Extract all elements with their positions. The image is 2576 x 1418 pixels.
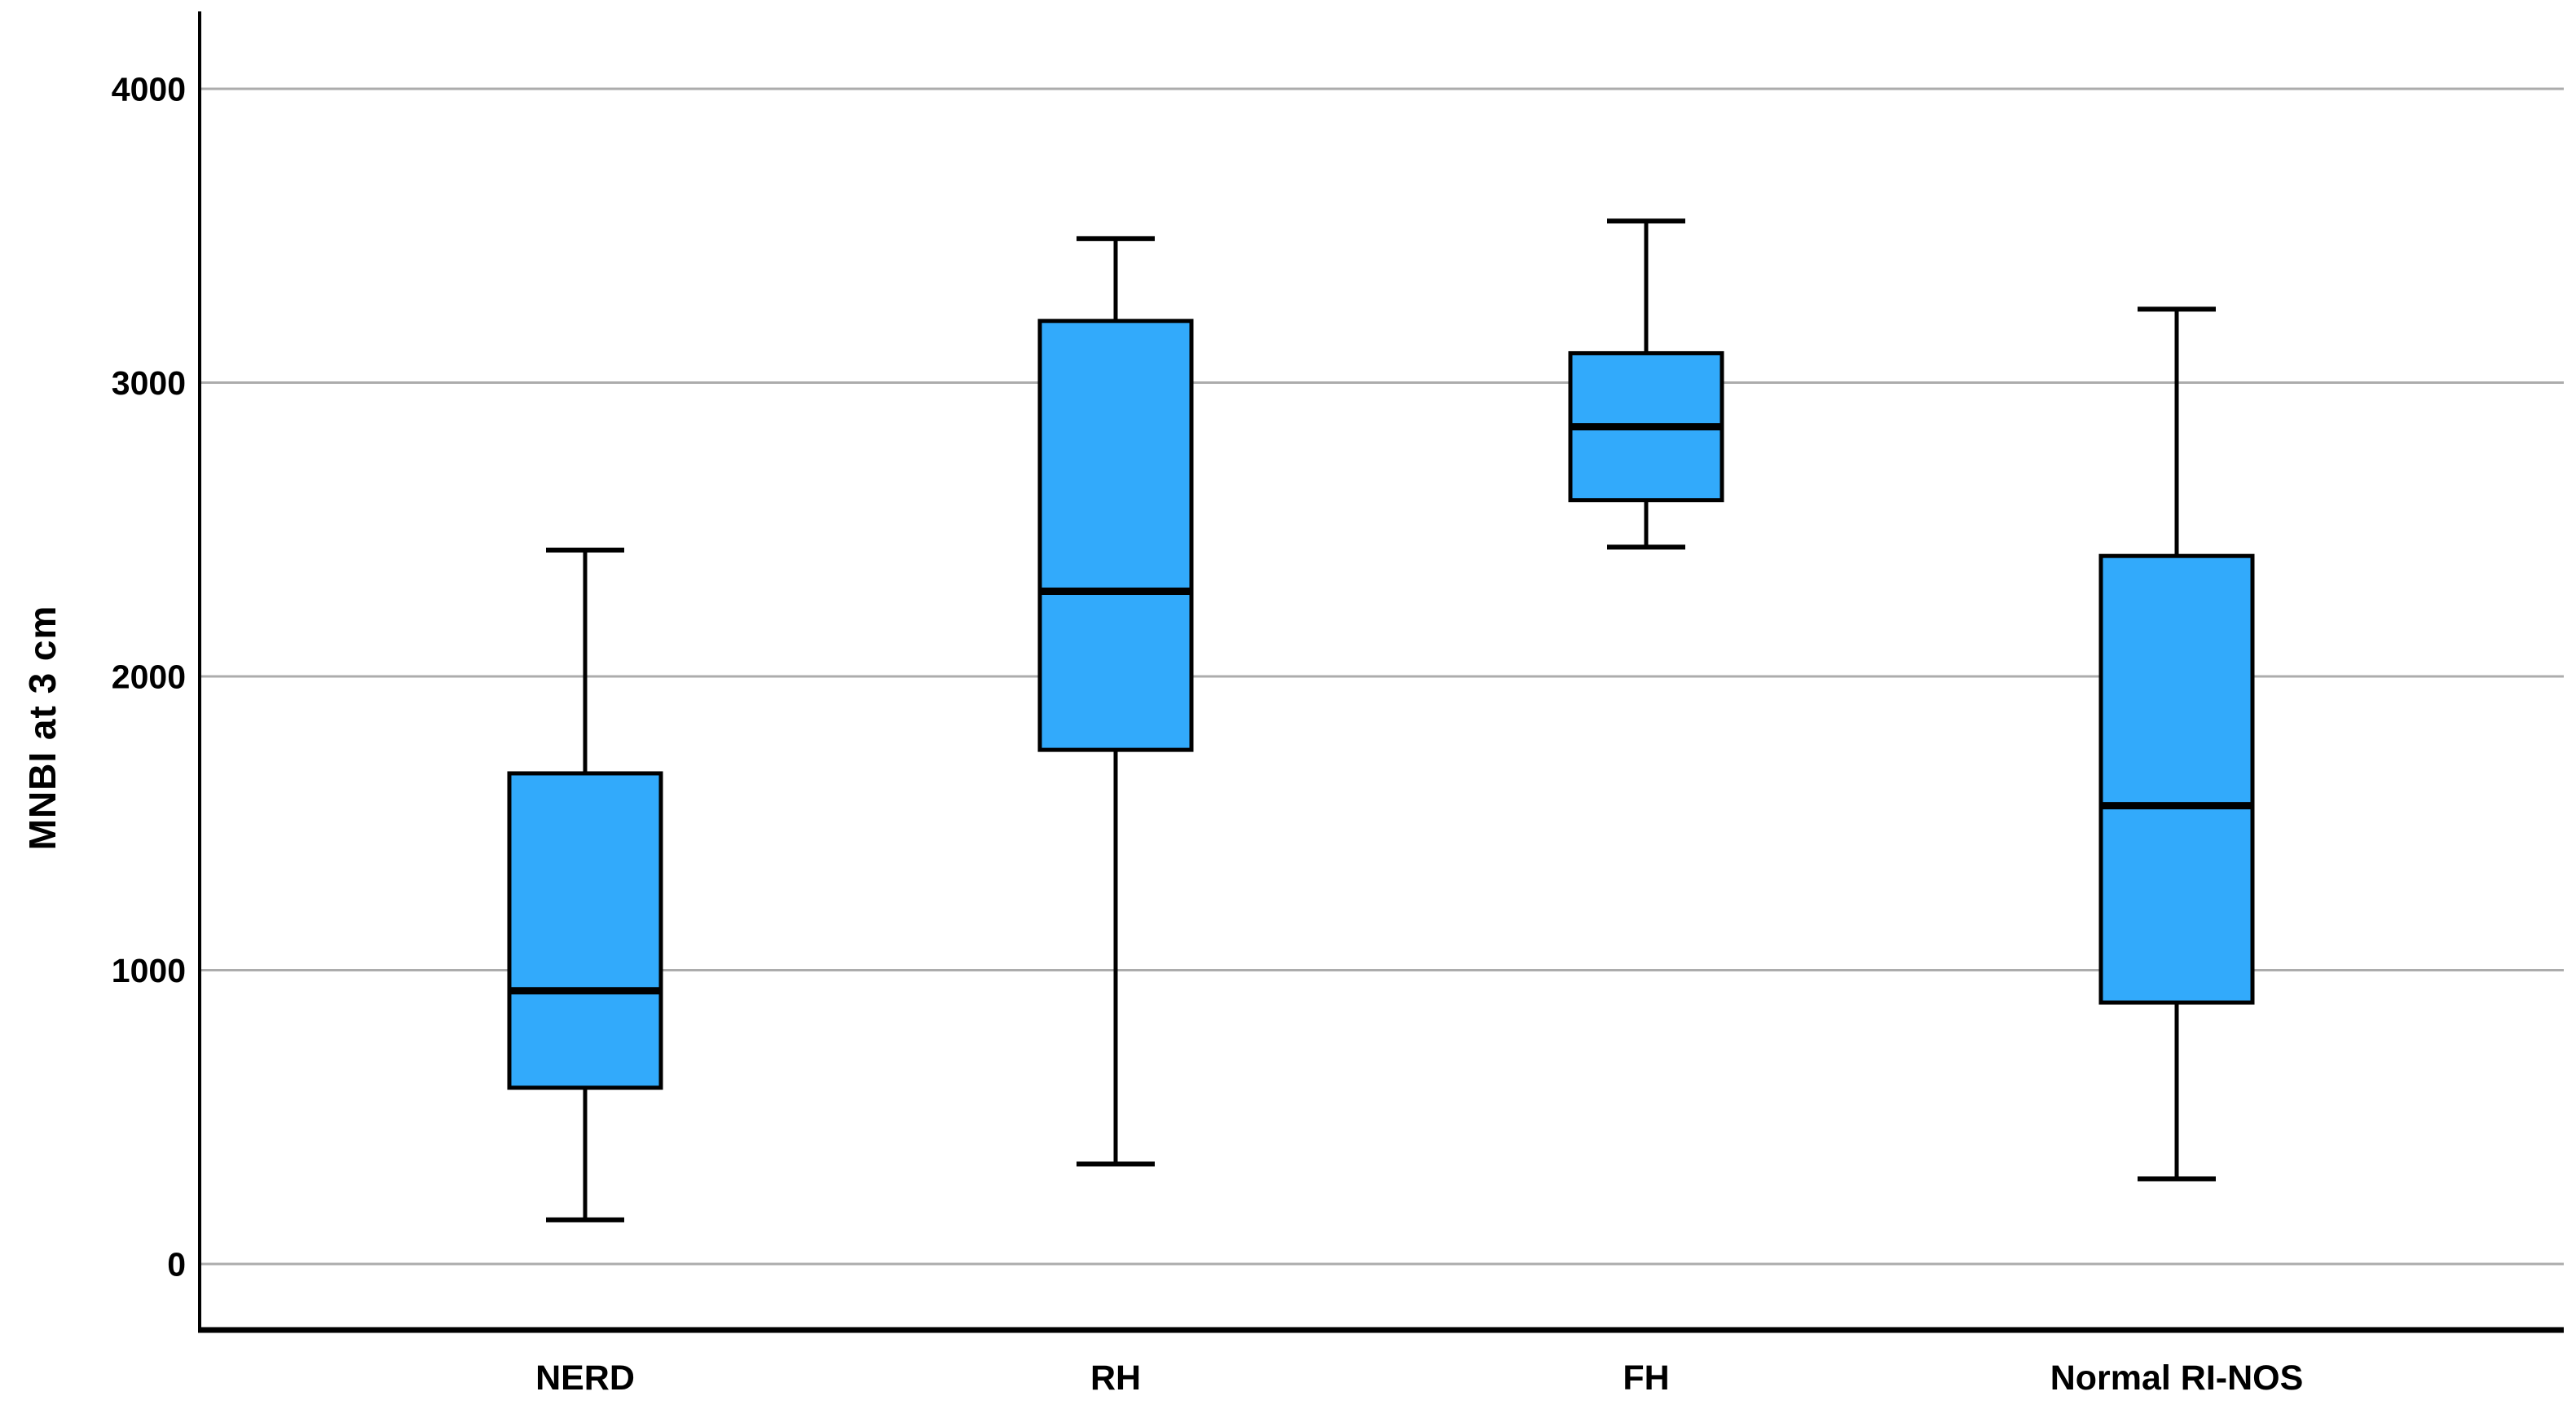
boxplot-fh <box>1568 218 1724 550</box>
iqr-box-nerd <box>507 771 663 1090</box>
x-category-label-fh: FH <box>1623 1359 1669 1398</box>
iqr-box-rh <box>1037 319 1194 752</box>
boxplot-normal-ri-nos <box>2098 306 2255 1182</box>
x-category-label-normal-ri-nos: Normal RI-NOS <box>2050 1359 2304 1398</box>
y-tick-label-2000: 2000 <box>112 658 186 695</box>
x-category-label-nerd: NERD <box>535 1359 635 1398</box>
iqr-box-normal-ri-nos <box>2098 553 2255 1005</box>
y-tick-label-0: 0 <box>167 1245 186 1283</box>
boxplot-nerd <box>507 547 663 1222</box>
label-layer: 0 1000 2000 3000 4000 NERD RH FH Normal RI-NOS <box>112 70 2304 1398</box>
y-tick-label-4000: 4000 <box>112 70 186 108</box>
axis-layer <box>198 11 2564 1333</box>
y-tick-label-3000: 3000 <box>112 364 186 402</box>
x-category-label-rh: RH <box>1090 1359 1141 1398</box>
boxplot-rh <box>1037 236 1194 1167</box>
plot-area <box>507 218 2255 1222</box>
y-tick-label-1000: 1000 <box>112 952 186 989</box>
